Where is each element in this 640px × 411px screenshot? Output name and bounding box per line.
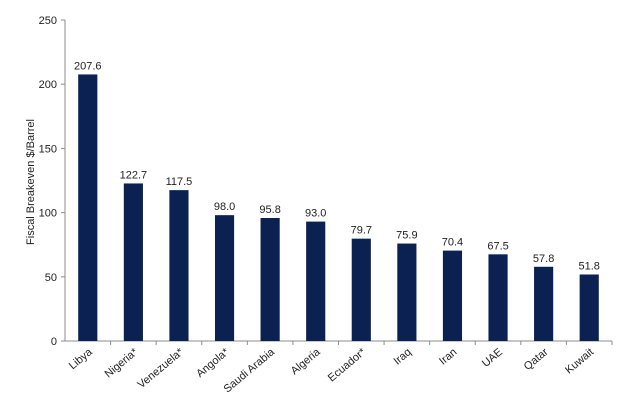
bar [534,266,554,341]
category-label: Angola* [194,346,232,380]
category-label: Iran [437,346,459,367]
bar [123,183,143,341]
category-label: Iraq [392,346,414,367]
bar [306,221,326,341]
bar [78,74,98,342]
category-label: Kuwait [563,346,596,376]
data-label: 93.0 [305,208,326,220]
y-axis-title: Fiscal Breakeven $/Barrel [25,119,37,245]
bar [214,215,235,341]
data-label: 70.4 [442,237,463,249]
y-axis: 0 50 100 150 200 250 [39,15,66,348]
data-label: 98.0 [214,201,235,213]
category-label: Ecuador* [326,346,369,385]
data-label: 122.7 [120,169,148,181]
data-label: 79.7 [351,225,372,237]
data-label: 117.5 [166,176,193,188]
data-label: 67.5 [487,240,508,252]
category-label: Saudi Arabia [222,346,278,396]
data-label: 51.8 [578,260,599,272]
bar [169,190,189,341]
category-label: Nigeria* [103,346,141,381]
y-tick-label: 50 [45,272,57,284]
data-labels-group: 207.6 122.7 117.5 98.0 95.8 93.0 79.7 75.9 70.4 6… [74,60,600,272]
category-label: Algeria [289,346,324,378]
data-label: 207.6 [74,60,102,72]
bar [488,254,508,341]
category-label: Libya [67,346,96,373]
y-tick-label: 250 [39,15,57,27]
bars-group [78,74,599,342]
bar [397,243,417,341]
y-tick-label: 150 [39,143,57,155]
bar [442,250,463,341]
y-tick-label: 200 [39,79,57,91]
category-label: Qatar [522,346,551,373]
y-tick-label: 100 [39,208,57,220]
bar [579,274,599,341]
category-label: Venezuela* [136,346,187,391]
bar [351,238,371,341]
category-label: UAE [480,346,505,370]
data-label: 57.8 [533,253,554,265]
category-labels-group: Libya Nigeria*Venezuela* Angola*Saudi Arab… [67,346,596,396]
y-tick-label: 0 [51,336,57,348]
x-axis [65,340,613,345]
bar [260,217,280,341]
data-label: 75.9 [396,230,417,242]
data-label: 95.8 [259,204,280,216]
